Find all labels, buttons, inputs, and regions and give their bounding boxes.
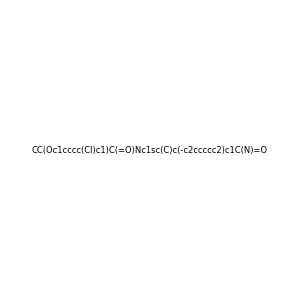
Text: CC(Oc1cccc(Cl)c1)C(=O)Nc1sc(C)c(-c2ccccc2)c1C(N)=O: CC(Oc1cccc(Cl)c1)C(=O)Nc1sc(C)c(-c2ccccc…: [32, 146, 268, 154]
